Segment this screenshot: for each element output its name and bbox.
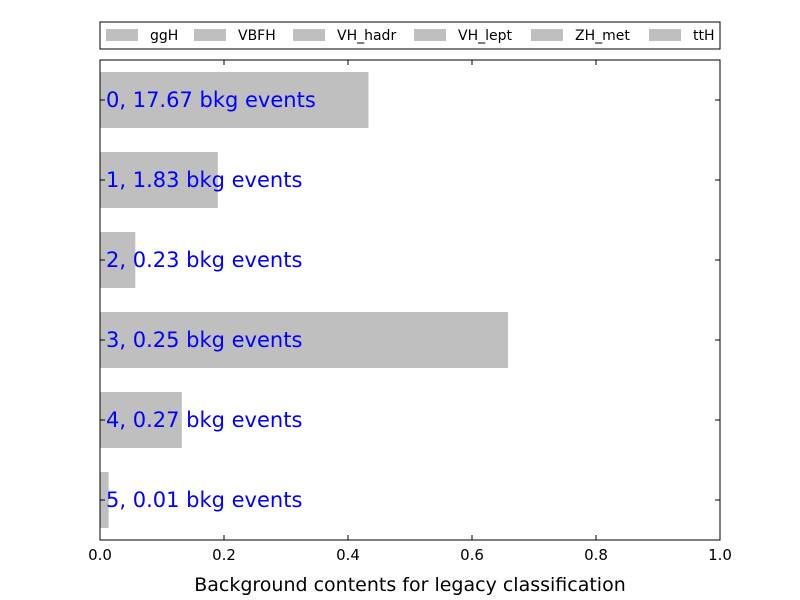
bar-label-0: 0, 17.67 bkg events (106, 88, 316, 112)
legend-label-ttH: ttH (693, 28, 715, 44)
legend-label-VBFH: VBFH (238, 28, 276, 44)
x-tick-label: 0.2 (212, 546, 236, 564)
legend-swatch-VH_lept (414, 29, 446, 41)
legend-label-ggH: ggH (150, 28, 178, 44)
bar-label-5: 5, 0.01 bkg events (106, 488, 302, 512)
x-tick-label: 0.4 (336, 546, 360, 564)
legend: ggH VBFH VH_hadr VH_lept ZH_met ttH (99, 21, 721, 50)
bar-2 (100, 232, 136, 288)
plot-frame (99, 59, 721, 541)
legend-swatch-VBFH (194, 29, 226, 41)
bar-label-3: 3, 0.25 bkg events (106, 328, 302, 352)
x-tick-label: 1.0 (708, 546, 732, 564)
legend-swatch-ZH_met (531, 29, 563, 41)
bar-1 (100, 152, 218, 208)
bar-label-2: 2, 0.23 bkg events (106, 248, 302, 272)
legend-label-VH_lept: VH_lept (458, 28, 512, 44)
legend-swatch-ttH (649, 29, 681, 41)
bar-label-1: 1, 1.83 bkg events (106, 168, 302, 192)
bar-4 (100, 392, 182, 448)
bar-labels: 0, 17.67 bkg events 1, 1.83 bkg events 2, … (106, 88, 316, 512)
bar-label-4: 4, 0.27 bkg events (106, 408, 302, 432)
legend-swatch-ggH (106, 29, 138, 41)
legend-swatch-VH_hadr (293, 29, 325, 41)
bar-3 (100, 312, 508, 368)
legend-label-VH_hadr: VH_hadr (337, 28, 396, 44)
x-tick-label: 0.0 (88, 546, 112, 564)
bars (100, 72, 508, 528)
x-tick-label: 0.6 (460, 546, 484, 564)
x-axis-label: Background contents for legacy classific… (194, 574, 626, 596)
bar-0 (100, 72, 369, 128)
x-axis: 0.0 0.2 0.4 0.6 0.8 1.0 (88, 60, 732, 564)
legend-label-ZH_met: ZH_met (575, 28, 630, 44)
x-tick-label: 0.8 (584, 546, 608, 564)
